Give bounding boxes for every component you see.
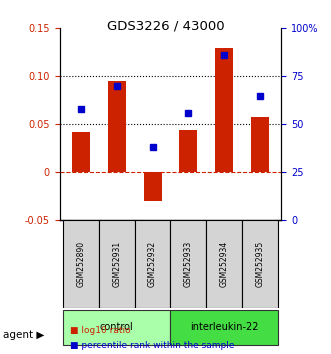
Bar [144,172,162,201]
FancyBboxPatch shape [99,220,135,308]
Text: GDS3226 / 43000: GDS3226 / 43000 [107,19,224,33]
Text: interleukin-22: interleukin-22 [190,322,259,332]
FancyBboxPatch shape [170,310,278,345]
Text: GSM252931: GSM252931 [112,241,121,287]
FancyBboxPatch shape [206,220,242,308]
FancyBboxPatch shape [63,220,99,308]
Text: ■ percentile rank within the sample: ■ percentile rank within the sample [70,342,234,350]
Text: agent ▶: agent ▶ [3,330,45,339]
Bar [251,117,269,172]
Text: control: control [100,322,134,332]
FancyBboxPatch shape [242,220,278,308]
Bar [72,132,90,172]
Bar [179,130,197,172]
Text: GSM252934: GSM252934 [220,241,229,287]
Bar [215,47,233,172]
Text: GSM252935: GSM252935 [256,241,264,287]
Bar [108,81,126,172]
FancyBboxPatch shape [63,310,170,345]
Text: GSM252890: GSM252890 [76,241,85,287]
FancyBboxPatch shape [170,220,206,308]
FancyBboxPatch shape [135,220,170,308]
Text: ■ log10 ratio: ■ log10 ratio [70,326,130,335]
Text: GSM252932: GSM252932 [148,241,157,287]
Text: GSM252933: GSM252933 [184,241,193,287]
